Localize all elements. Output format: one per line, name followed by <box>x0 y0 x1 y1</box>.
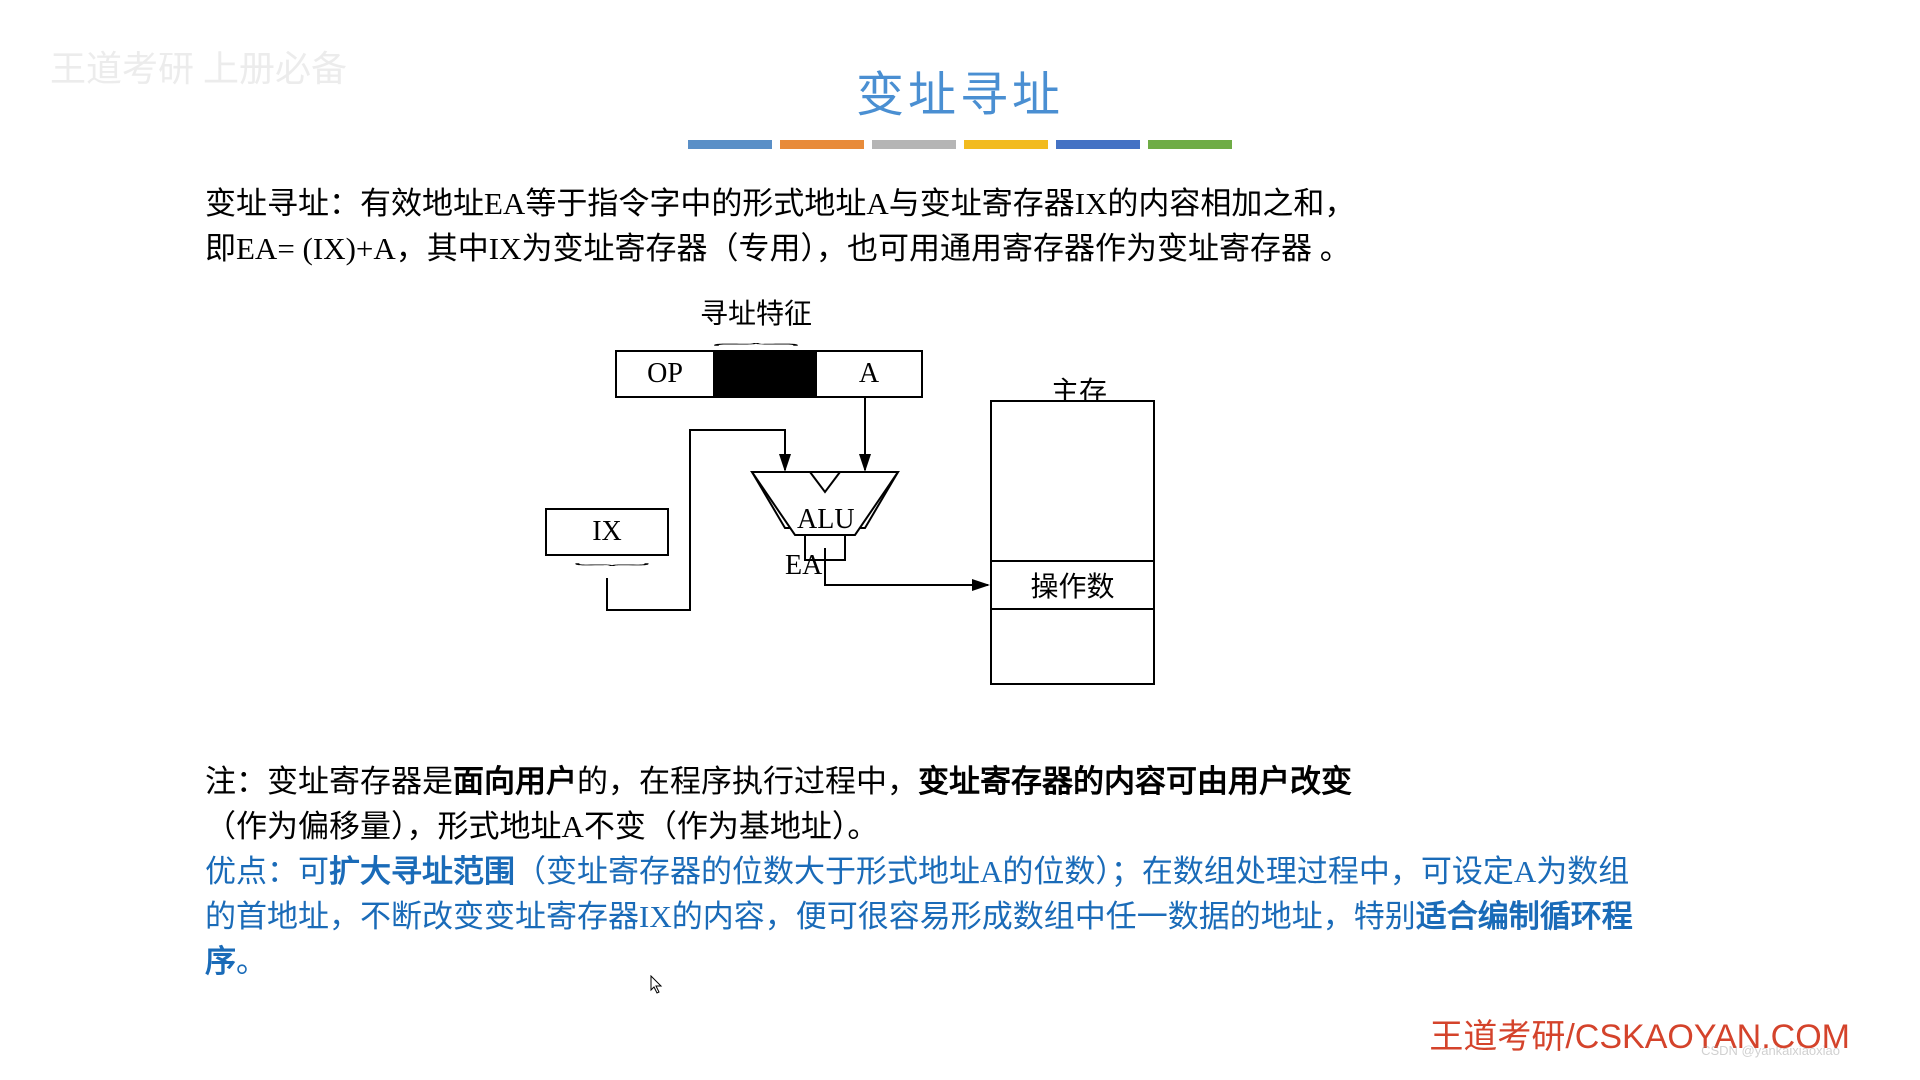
note-prefix: 注：变址寄存器是 <box>205 764 453 799</box>
adv-prefix: 优点：可 <box>205 854 329 889</box>
bar-1 <box>688 140 772 149</box>
note-text: 注：变址寄存器是面向用户的，在程序执行过程中，变址寄存器的内容可由用户改变 （作… <box>205 760 1655 850</box>
note-bold-2: 变址寄存器的内容可由用户改变 <box>918 764 1352 799</box>
addressing-diagram: 寻址特征 ︷ OP A IX ︸ ALU EA 主存 操作数 <box>545 290 1185 710</box>
bar-4 <box>964 140 1048 149</box>
description-text: 变址寻址：有效地址EA等于指令字中的形式地址A与变址寄存器IX的内容相加之和， … <box>205 182 1655 272</box>
adv-end: 。 <box>236 944 267 979</box>
cursor-icon <box>650 975 664 995</box>
desc-line-2: 即EA= (IX)+A，其中IX为变址寄存器（专用），也可用通用寄存器作为变址寄… <box>205 231 1351 266</box>
note-mid: 的，在程序执行过程中， <box>577 764 918 799</box>
watermark-top-left: 王道考研 上册必备 <box>50 40 347 92</box>
title-color-bars <box>688 140 1232 149</box>
adv-bold-1: 扩大寻址范围 <box>329 854 515 889</box>
csdn-watermark: CSDN @yankaixiaoxiao <box>1701 1043 1840 1058</box>
note-bold-1: 面向用户 <box>453 764 577 799</box>
page-title: 变址寻址 <box>856 55 1064 125</box>
bar-2 <box>780 140 864 149</box>
advantage-text: 优点：可扩大寻址范围（变址寄存器的位数大于形式地址A的位数）；在数组处理过程中，… <box>205 850 1655 985</box>
bar-5 <box>1056 140 1140 149</box>
bar-3 <box>872 140 956 149</box>
desc-line-1: 变址寻址：有效地址EA等于指令字中的形式地址A与变址寄存器IX的内容相加之和， <box>205 186 1355 221</box>
diagram-connectors <box>545 290 1185 710</box>
bar-6 <box>1148 140 1232 149</box>
note-line-2: （作为偏移量），形式地址A不变（作为基地址）。 <box>205 809 878 844</box>
